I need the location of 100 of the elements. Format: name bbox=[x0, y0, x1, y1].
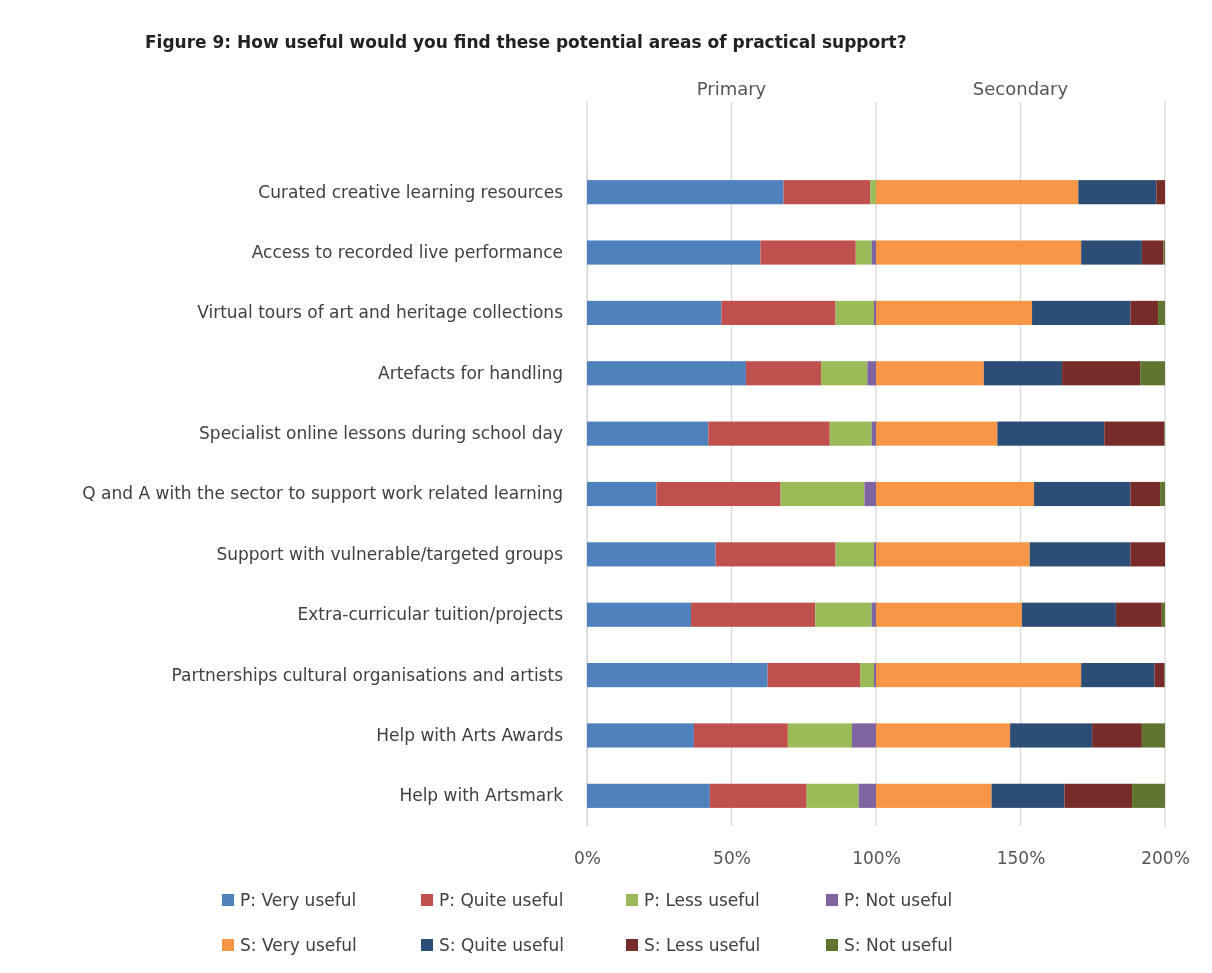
bar bbox=[656, 481, 781, 507]
legend-label: P: Not useful bbox=[844, 890, 953, 910]
bar bbox=[997, 421, 1105, 446]
bar bbox=[1078, 180, 1157, 205]
bar bbox=[715, 542, 836, 567]
bar bbox=[693, 723, 788, 748]
bar bbox=[787, 723, 853, 748]
y-tick-label: Curated creative learning resources bbox=[258, 181, 564, 202]
bar bbox=[1130, 481, 1161, 507]
bar bbox=[1158, 300, 1165, 325]
bar bbox=[829, 421, 872, 446]
legend-label: S: Quite useful bbox=[439, 935, 564, 955]
text: Primary bbox=[696, 78, 767, 99]
bar bbox=[1092, 723, 1142, 748]
bar bbox=[871, 421, 876, 446]
bar bbox=[1010, 723, 1093, 748]
bar bbox=[780, 481, 865, 507]
y-tick-label: Help with Arts Awards bbox=[376, 724, 564, 745]
x-tick-label: 200% bbox=[1141, 848, 1190, 869]
bar bbox=[876, 663, 1082, 688]
bar bbox=[835, 300, 874, 325]
y-tick-label: Extra-curricular tuition/projects bbox=[297, 604, 564, 625]
bar bbox=[745, 361, 822, 386]
legend-label: S: Less useful bbox=[644, 935, 761, 955]
bar bbox=[870, 180, 876, 205]
bar bbox=[1021, 602, 1116, 627]
bar bbox=[876, 240, 1082, 265]
bar bbox=[806, 783, 859, 808]
bar bbox=[1156, 180, 1165, 205]
bar bbox=[691, 602, 816, 627]
bar bbox=[708, 421, 830, 446]
bar bbox=[1062, 361, 1141, 386]
y-tick-label: Help with Artsmark bbox=[399, 785, 564, 806]
bar bbox=[587, 723, 694, 748]
bar bbox=[767, 663, 861, 688]
bar bbox=[1132, 783, 1165, 808]
bar bbox=[852, 723, 876, 748]
bar bbox=[1081, 240, 1142, 265]
x-tick-label: 150% bbox=[996, 848, 1046, 869]
legend-label: P: Less useful bbox=[644, 890, 760, 910]
bar bbox=[1140, 361, 1165, 386]
bar bbox=[587, 240, 761, 265]
bar bbox=[1115, 602, 1162, 627]
bar bbox=[871, 602, 876, 627]
bar bbox=[858, 783, 876, 808]
y-tick-label: Virtual tours of art and heritage collections bbox=[197, 302, 564, 323]
bar bbox=[1160, 481, 1165, 507]
bar bbox=[1130, 300, 1159, 325]
bar bbox=[760, 240, 856, 265]
bar bbox=[1141, 723, 1165, 748]
bar bbox=[860, 663, 874, 688]
bar bbox=[1032, 300, 1131, 325]
legend-label: S: Not useful bbox=[844, 935, 953, 955]
bar bbox=[821, 361, 868, 386]
bar bbox=[587, 180, 784, 205]
bar bbox=[587, 421, 709, 446]
bar bbox=[1154, 663, 1165, 688]
bar bbox=[587, 300, 722, 325]
bar bbox=[876, 180, 1079, 205]
y-tick-label: Specialist online lessons during school day bbox=[199, 423, 563, 444]
bar bbox=[983, 361, 1063, 386]
bar bbox=[1141, 240, 1164, 265]
bar bbox=[1034, 481, 1131, 507]
bar bbox=[587, 361, 746, 386]
y-tick-label: Partnerships cultural organisations and artists bbox=[171, 664, 564, 685]
bar bbox=[587, 663, 768, 688]
y-tick-label: Q and A with the sector to support work related learning bbox=[82, 483, 563, 504]
legend-label: S: Very useful bbox=[240, 935, 357, 955]
bar bbox=[873, 663, 876, 688]
bar bbox=[873, 300, 876, 325]
bar bbox=[1029, 542, 1131, 567]
bar bbox=[876, 300, 1033, 325]
bar bbox=[587, 481, 657, 507]
bar bbox=[1081, 663, 1155, 688]
bar bbox=[876, 421, 998, 446]
bar bbox=[721, 300, 836, 325]
bar bbox=[873, 542, 876, 567]
bar bbox=[867, 361, 876, 386]
y-tick-label: Access to recorded live performance bbox=[251, 241, 563, 262]
bar bbox=[871, 240, 876, 265]
x-tick-label: 0% bbox=[574, 848, 601, 869]
text: Secondary bbox=[972, 78, 1069, 99]
bar bbox=[1064, 783, 1133, 808]
bar bbox=[587, 783, 710, 808]
bar bbox=[864, 481, 876, 507]
bar bbox=[587, 542, 716, 567]
bar bbox=[815, 602, 872, 627]
legend-label: P: Very useful bbox=[240, 890, 357, 910]
bar bbox=[709, 783, 807, 808]
bar bbox=[876, 361, 984, 386]
legend-label: P: Quite useful bbox=[439, 890, 564, 910]
bar bbox=[876, 783, 992, 808]
x-tick-label: 50% bbox=[713, 848, 751, 869]
bar bbox=[835, 542, 874, 567]
bar bbox=[587, 602, 692, 627]
x-tick-label: 100% bbox=[852, 848, 901, 869]
bar bbox=[876, 481, 1035, 507]
bar bbox=[876, 602, 1022, 627]
bar bbox=[1130, 542, 1165, 567]
bar bbox=[876, 542, 1030, 567]
